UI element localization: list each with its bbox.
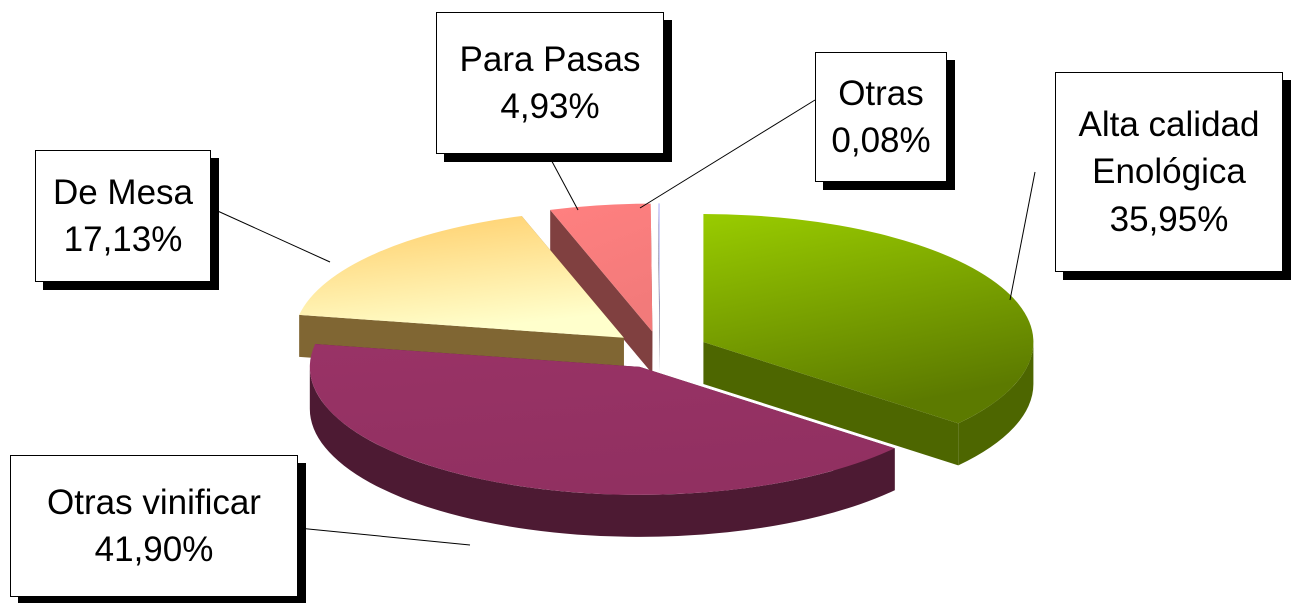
label-value: 17,13% bbox=[63, 220, 183, 259]
slice bbox=[309, 344, 895, 495]
slice-side bbox=[309, 366, 895, 537]
leader-line bbox=[639, 99, 816, 209]
leader-line bbox=[210, 207, 331, 263]
slice bbox=[658, 203, 660, 332]
leader-line bbox=[1009, 171, 1036, 301]
slice-wall bbox=[658, 203, 660, 374]
leader-line bbox=[547, 153, 579, 211]
slice-side bbox=[958, 342, 1034, 466]
label-value: 35,95% bbox=[1109, 199, 1229, 239]
label-name: Otras bbox=[838, 73, 924, 113]
label-name: Para Pasas bbox=[459, 39, 641, 79]
data-label: Para Pasas 4,93% bbox=[436, 12, 664, 154]
slice bbox=[703, 214, 1034, 424]
label-value: 0,08% bbox=[831, 121, 931, 160]
data-label: Otras vinificar 41,90% bbox=[10, 455, 298, 597]
label-value: 41,90% bbox=[94, 530, 214, 569]
data-label: Alta calidad Enológica 35,95% bbox=[1055, 72, 1283, 272]
label-value: 4,93% bbox=[500, 87, 600, 126]
slice-wall bbox=[703, 342, 959, 466]
label-name: Alta calidad Enológica bbox=[1078, 105, 1260, 192]
label-name: Otras vinificar bbox=[47, 482, 261, 522]
label-name: De Mesa bbox=[52, 172, 194, 212]
slice bbox=[550, 203, 653, 332]
leader-line bbox=[297, 527, 471, 546]
slice bbox=[299, 216, 624, 338]
data-label: Otras 0,08% bbox=[815, 52, 947, 182]
slice-wall bbox=[550, 209, 653, 374]
data-label: De Mesa 17,13% bbox=[35, 150, 211, 282]
